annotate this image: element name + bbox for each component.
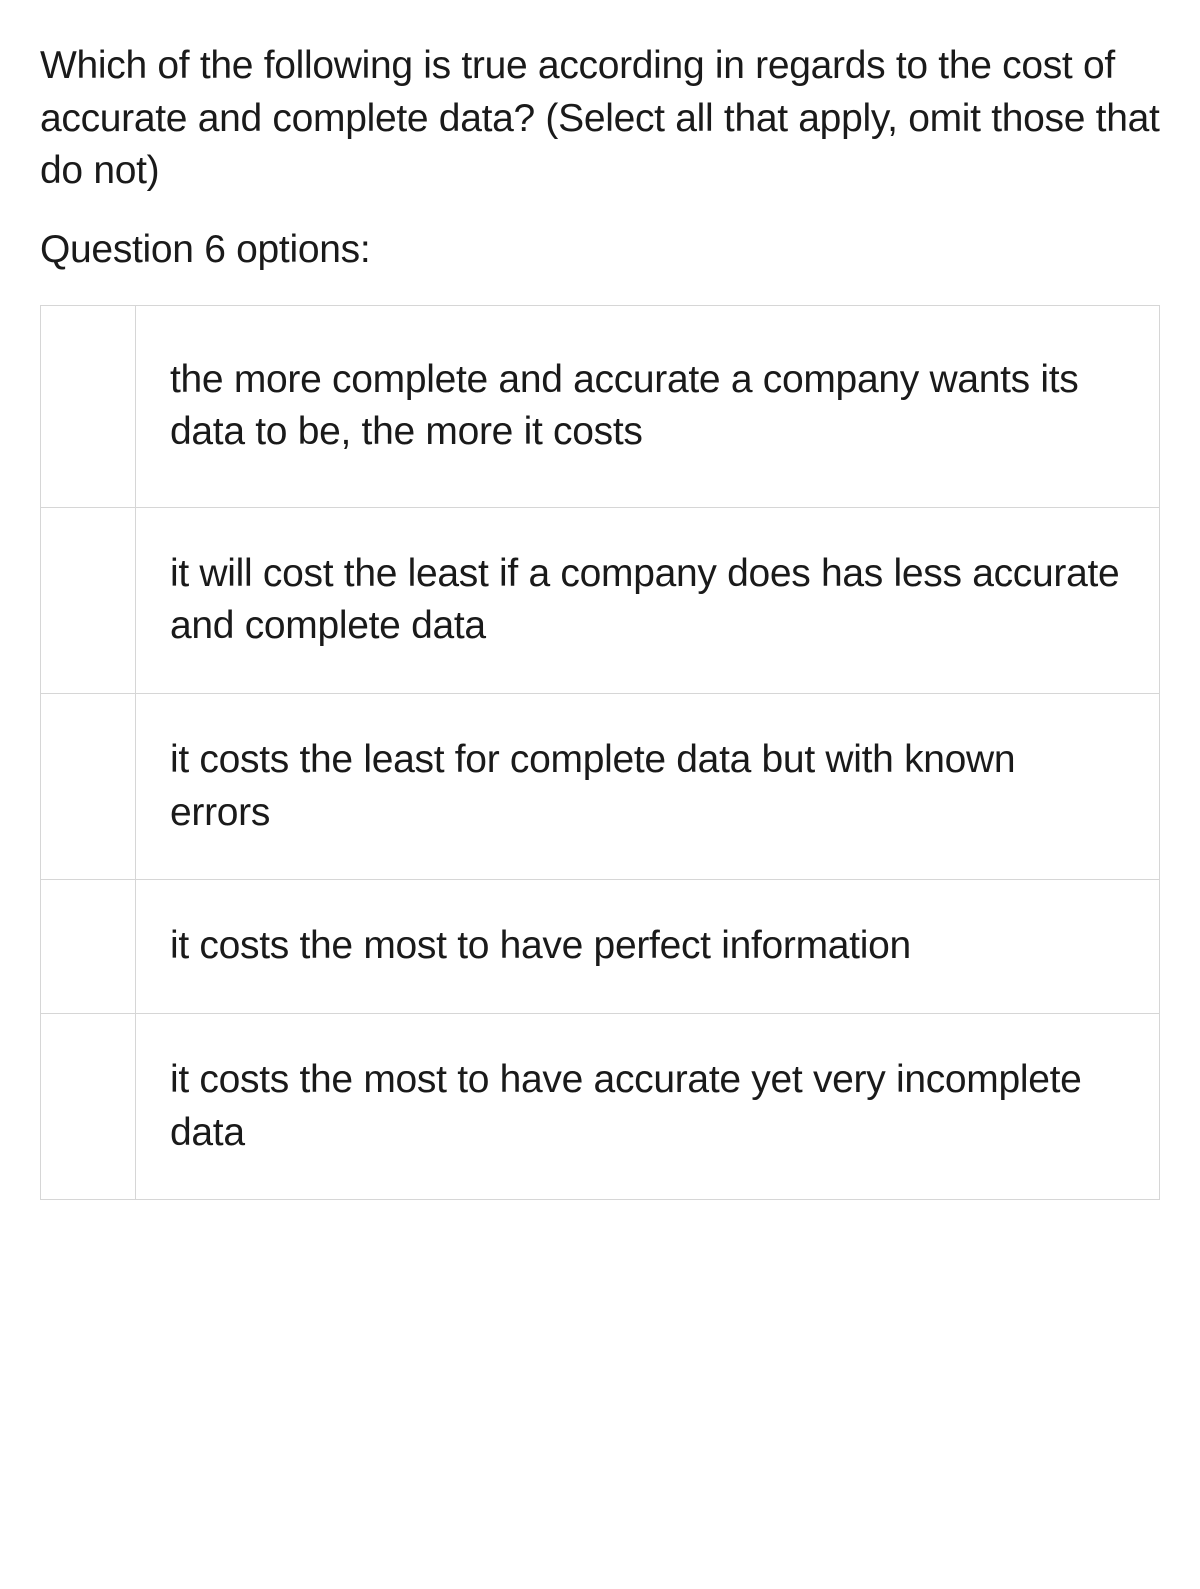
option-text: it costs the most to have perfect inform… bbox=[136, 880, 1160, 1014]
option-row: it costs the most to have perfect inform… bbox=[41, 880, 1160, 1014]
option-checkbox-cell[interactable] bbox=[41, 507, 136, 693]
option-checkbox-cell[interactable] bbox=[41, 694, 136, 880]
options-label: Question 6 options: bbox=[40, 224, 1160, 277]
question-text: Which of the following is true according… bbox=[40, 40, 1160, 198]
options-table: the more complete and accurate a company… bbox=[40, 305, 1160, 1201]
option-checkbox-cell[interactable] bbox=[41, 880, 136, 1014]
option-text: it costs the least for complete data but… bbox=[136, 694, 1160, 880]
option-row: the more complete and accurate a company… bbox=[41, 305, 1160, 507]
option-checkbox-cell[interactable] bbox=[41, 1014, 136, 1200]
option-row: it costs the most to have accurate yet v… bbox=[41, 1014, 1160, 1200]
option-text: it will cost the least if a company does… bbox=[136, 507, 1160, 693]
option-row: it will cost the least if a company does… bbox=[41, 507, 1160, 693]
option-text: it costs the most to have accurate yet v… bbox=[136, 1014, 1160, 1200]
option-checkbox-cell[interactable] bbox=[41, 305, 136, 507]
option-text: the more complete and accurate a company… bbox=[136, 305, 1160, 507]
option-row: it costs the least for complete data but… bbox=[41, 694, 1160, 880]
